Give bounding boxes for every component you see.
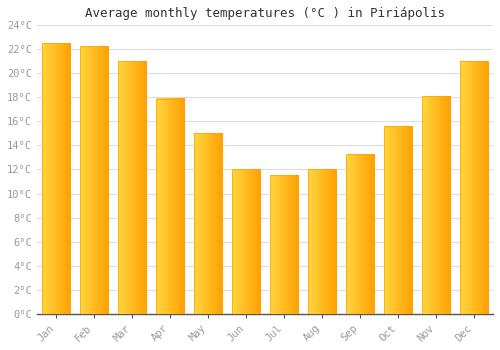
Bar bbox=[232, 169, 260, 314]
Title: Average monthly temperatures (°C ) in Piriápolis: Average monthly temperatures (°C ) in Pi… bbox=[85, 7, 445, 20]
Bar bbox=[80, 46, 108, 314]
Bar bbox=[422, 96, 450, 314]
Bar bbox=[460, 61, 488, 314]
Bar bbox=[308, 169, 336, 314]
Bar bbox=[270, 175, 298, 314]
Bar bbox=[194, 133, 222, 314]
Bar bbox=[156, 99, 184, 314]
Bar bbox=[384, 126, 412, 314]
Bar bbox=[118, 61, 146, 314]
Bar bbox=[42, 43, 70, 314]
Bar bbox=[346, 154, 374, 314]
